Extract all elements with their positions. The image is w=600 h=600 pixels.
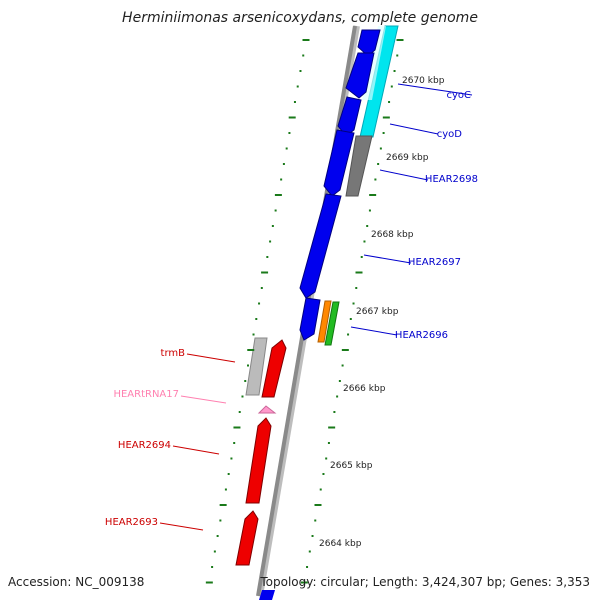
orange-feature[interactable] [317, 300, 332, 343]
gene-label-HEAR2698[interactable]: HEAR2698 [425, 174, 478, 185]
grey-feature[interactable] [345, 135, 373, 197]
scale-label: 2665 kbp [330, 461, 373, 471]
gene-label-HEAR2694[interactable]: HEAR2694 [118, 440, 171, 451]
cds-minus-HEAR2693[interactable] [235, 510, 259, 566]
gene-label-trmB[interactable]: trmB [161, 348, 186, 359]
accession-text: Accession: NC_009138 [8, 575, 145, 589]
cds-plus-5[interactable] [299, 193, 342, 299]
callout-lines [159, 83, 473, 531]
green-feature[interactable] [324, 301, 340, 346]
gene-labels[interactable]: cyoC cyoD HEAR2698 HEAR2697 HEAR2696 trm… [105, 90, 478, 528]
inner-tick-track [205, 39, 310, 584]
scale-label: 2664 kbp [319, 539, 362, 549]
trna-HEARtRNA17[interactable] [257, 405, 277, 414]
cds-plus-2[interactable] [345, 52, 375, 99]
scale-label: 2668 kbp [371, 230, 414, 240]
scale-label: 2666 kbp [343, 384, 386, 394]
cds-plus-6[interactable] [299, 297, 321, 341]
outer-tick-track [300, 39, 404, 584]
scale-labels: 2670 kbp 2669 kbp 2668 kbp 2667 kbp 2666… [319, 76, 445, 549]
cds-minus-trmB[interactable] [261, 339, 287, 398]
scale-label: 2667 kbp [356, 307, 399, 317]
map-title: Herminiimonas arsenicoxydans, complete g… [122, 10, 478, 26]
gene-label-HEARtRNA17[interactable]: HEARtRNA17 [113, 389, 179, 400]
cds-minus-HEAR2694[interactable] [245, 417, 272, 504]
cds-plus-bottom[interactable] [259, 590, 275, 600]
gene-label-cyoC[interactable]: cyoC [446, 90, 471, 101]
cds-plus-4[interactable] [323, 129, 355, 197]
gene-label-HEAR2696[interactable]: HEAR2696 [395, 330, 448, 341]
gene-label-cyoD[interactable]: cyoD [437, 129, 463, 140]
scale-label: 2670 kbp [402, 76, 445, 86]
scale-label: 2669 kbp [386, 153, 429, 163]
genome-summary-text: Topology: circular; Length: 3,424,307 bp… [260, 575, 590, 589]
light-grey-feature[interactable] [245, 337, 268, 396]
gene-label-HEAR2697[interactable]: HEAR2697 [408, 257, 461, 268]
gene-label-HEAR2693[interactable]: HEAR2693 [105, 517, 158, 528]
